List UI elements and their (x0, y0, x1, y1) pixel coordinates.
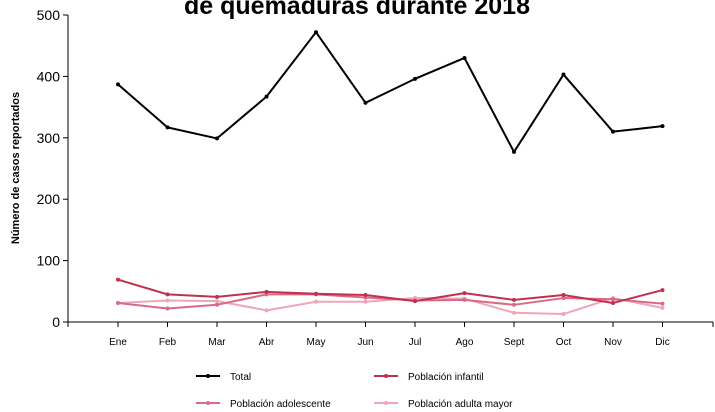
chart-title: de quemaduras durante 2018 (184, 0, 530, 20)
x-tick-label: Oct (556, 337, 572, 348)
x-axis-ticks: Ene Feb Mar Abr May Jun Jul Ago Sept Oct Nov Dic (67, 322, 714, 348)
x-tick-label: Jun (357, 337, 373, 348)
data-point (215, 136, 219, 141)
x-tick-label: Mar (208, 337, 226, 348)
legend-item: Población adolescente (196, 399, 331, 410)
data-point (561, 72, 566, 77)
data-point (363, 100, 368, 105)
legend-item: Población infantil (374, 372, 484, 383)
legend: Total Población infantil Población adolesc… (196, 372, 513, 410)
y-axis-ticks: 0 100 200 300 400 500 (37, 7, 68, 330)
y-tick-label: 300 (37, 130, 61, 146)
series-group (116, 30, 665, 317)
y-tick-label: 0 (52, 314, 60, 330)
axes (67, 15, 713, 323)
y-tick-label: 400 (37, 68, 61, 84)
data-point (363, 292, 368, 297)
data-point (413, 76, 417, 81)
legend-swatch-marker (384, 401, 388, 405)
data-point (512, 297, 516, 302)
legend-swatch-marker (206, 374, 210, 378)
data-point (611, 297, 615, 302)
series-0 (116, 30, 665, 154)
data-point (611, 300, 615, 305)
x-tick-label: Nov (604, 337, 622, 348)
legend-label: Población adulta mayor (408, 399, 513, 410)
legend-swatch-marker (206, 401, 210, 405)
x-tick-label: Ene (109, 337, 127, 348)
data-point (116, 82, 120, 87)
legend-item: Población adulta mayor (374, 399, 513, 410)
data-point (660, 301, 665, 306)
data-point (264, 308, 269, 313)
legend-label: Población adolescente (230, 399, 331, 410)
x-tick-label: May (307, 337, 326, 348)
series-1 (116, 277, 665, 305)
data-point (512, 310, 516, 315)
data-point (116, 277, 120, 282)
data-point (116, 300, 120, 305)
y-axis-label: Número de casos reportados (10, 92, 22, 244)
data-point (165, 125, 170, 130)
data-point (512, 302, 516, 307)
legend-swatch-marker (384, 374, 388, 378)
data-point (413, 299, 417, 304)
series-line (117, 278, 663, 304)
data-point (561, 292, 566, 297)
data-point (561, 296, 566, 301)
data-point (215, 302, 219, 307)
data-point (165, 298, 170, 303)
data-point (462, 55, 467, 60)
data-point (660, 124, 665, 129)
y-tick-label: 500 (37, 7, 61, 23)
data-point (215, 294, 219, 299)
y-tick-label: 200 (37, 191, 61, 207)
data-point (611, 129, 615, 134)
legend-label: Población infantil (408, 372, 484, 383)
data-point (314, 291, 318, 296)
data-point (512, 149, 516, 154)
data-point (264, 94, 269, 99)
x-tick-label: Feb (159, 337, 177, 348)
data-point (314, 30, 318, 35)
legend-label: Total (230, 372, 251, 383)
data-point (363, 299, 368, 304)
data-point (215, 299, 219, 304)
data-point (462, 291, 467, 296)
data-point (165, 306, 170, 311)
x-tick-label: Sept (504, 337, 525, 348)
x-tick-label: Ago (456, 337, 474, 348)
y-tick-label: 100 (37, 253, 61, 269)
data-point (660, 305, 665, 310)
series-line (117, 31, 663, 153)
data-point (165, 292, 170, 297)
data-point (561, 312, 566, 317)
data-point (462, 297, 467, 302)
x-tick-label: Abr (259, 337, 275, 348)
legend-item: Total (196, 372, 251, 383)
data-point (660, 288, 665, 293)
data-point (264, 289, 269, 294)
data-point (314, 299, 318, 304)
x-tick-label: Dic (655, 337, 669, 348)
x-tick-label: Jul (409, 337, 422, 348)
